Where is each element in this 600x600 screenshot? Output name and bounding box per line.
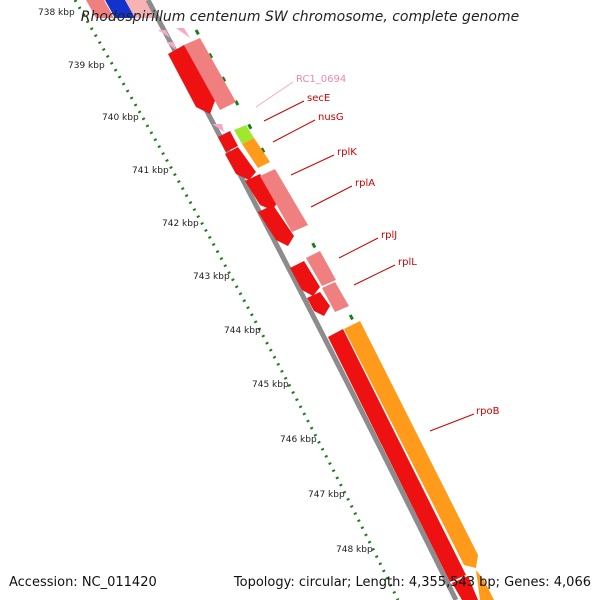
scale-label-739: 739 kbp bbox=[68, 61, 105, 71]
gene-label-rplJ: rplJ bbox=[381, 230, 397, 241]
accession-text: Accession: NC_011420 bbox=[9, 575, 157, 590]
gene-nusG-green bbox=[234, 125, 254, 144]
scale-label-740: 740 kbp bbox=[102, 113, 139, 123]
scale-label-738: 738 kbp bbox=[38, 8, 75, 18]
gene-rplJ-salmon bbox=[306, 251, 336, 286]
scale-label-748: 748 kbp bbox=[336, 545, 373, 555]
gene-rplJ-red bbox=[290, 261, 320, 296]
gene-rpoB-red bbox=[328, 329, 466, 582]
scale-labels: 738 kbp 739 kbp 740 kbp 741 kbp 742 kbp … bbox=[38, 8, 373, 555]
gene-label-rplL: rplL bbox=[398, 257, 417, 268]
gene-nusG-orange bbox=[242, 138, 270, 168]
gene-bottom-orange bbox=[476, 570, 494, 600]
gene-salmon-partial-2 bbox=[125, 0, 160, 18]
gene-red-1 bbox=[168, 45, 216, 114]
gene-label-rplK: rplK bbox=[337, 147, 357, 158]
genome-summary-text: Topology: circular; Length: 4,355,543 bp… bbox=[233, 575, 591, 590]
gene-labels: RC1_0694 secE nusG rplK rplA rplJ rplL r… bbox=[296, 74, 500, 417]
gene-rpoB-orange bbox=[344, 321, 478, 568]
gene-rplK-red bbox=[225, 147, 256, 180]
gene-label-nusG: nusG bbox=[318, 112, 344, 123]
gene-label-secE: secE bbox=[307, 93, 330, 104]
map-title: Rhodospirillum centenum SW chromosome, c… bbox=[80, 9, 520, 25]
gene-rplA-red-2 bbox=[258, 205, 294, 246]
gene-rplA-salmon bbox=[260, 169, 308, 232]
gene-label-rplA: rplA bbox=[355, 178, 375, 189]
gene-leader-lines bbox=[255, 81, 475, 432]
gene-rplA-red bbox=[245, 174, 278, 210]
scale-label-743: 743 kbp bbox=[193, 272, 230, 282]
gene-rplL-red bbox=[307, 292, 330, 316]
scale-label-742: 742 kbp bbox=[162, 219, 199, 229]
scale-label-744: 744 kbp bbox=[224, 326, 261, 336]
gene-salmon-partial bbox=[86, 0, 114, 18]
scale-label-741: 741 kbp bbox=[132, 166, 169, 176]
scale-label-745: 745 kbp bbox=[252, 380, 289, 390]
top-partial-features bbox=[86, 0, 160, 18]
gene-rplL-salmon bbox=[322, 282, 349, 312]
outer-tick-track bbox=[194, 29, 492, 600]
gene-label-RC1_0694: RC1_0694 bbox=[296, 74, 346, 85]
gene-salmon-1 bbox=[184, 38, 236, 110]
scale-label-746: 746 kbp bbox=[280, 435, 317, 445]
scale-track bbox=[73, 0, 400, 600]
gene-secE bbox=[218, 131, 238, 152]
gene-label-rpoB: rpoB bbox=[476, 406, 500, 417]
scale-label-747: 747 kbp bbox=[308, 490, 345, 500]
gene-bottom-red bbox=[452, 576, 478, 600]
pink-markers bbox=[158, 28, 224, 132]
